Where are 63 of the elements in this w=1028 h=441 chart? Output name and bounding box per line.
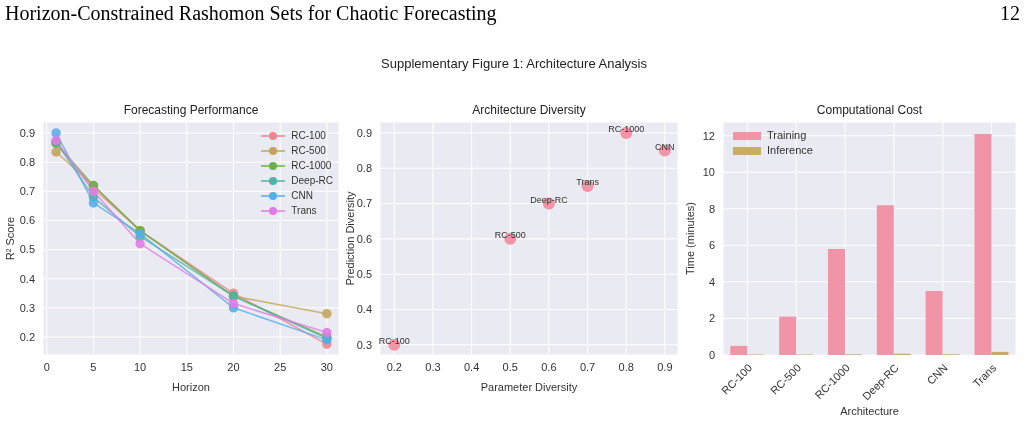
x-tick-label: 15 [180, 360, 193, 373]
data-label: RC-500 [494, 229, 526, 240]
data-label: Trans [576, 176, 600, 187]
text: Supplementary Figure 1: Architecture Analysis [380, 56, 648, 71]
x-tick-label: 0.2 [386, 360, 402, 373]
x-tick-label: 0.5 [502, 360, 518, 373]
y-tick-label: 0.7 [19, 185, 35, 198]
x-tick-label: 5 [90, 360, 97, 373]
y-tick-label: 2 [708, 312, 715, 325]
x-axis-title: Parameter Diversity [480, 381, 578, 393]
y-tick-label: 0.2 [19, 330, 35, 343]
chart-title: Forecasting Performance [122, 103, 260, 117]
y-tick-label: 10 [702, 166, 715, 179]
y-tick-label: 0.3 [19, 301, 35, 314]
legend-label: Training [767, 128, 807, 143]
y-tick-label: 0.8 [19, 156, 35, 169]
x-tick-label: 0 [43, 360, 50, 373]
legend-label: RC-100 [291, 129, 326, 143]
y-tick-label: 0.8 [356, 162, 372, 175]
y-tick-label: 0.6 [19, 214, 35, 227]
legend-label: RC-1000 [291, 159, 332, 173]
y-tick-label: 0.4 [19, 272, 35, 285]
x-axis-title: Architecture [840, 405, 899, 417]
x-tick-label: 0.6 [541, 360, 557, 373]
y-axis-title: R² Score [3, 216, 16, 261]
data-label: CNN [655, 141, 675, 152]
data-label: RC-100 [378, 335, 410, 346]
y-tick-label: 0 [708, 348, 715, 361]
legend-label: CNN [291, 189, 313, 203]
y-tick-label: 0.6 [356, 232, 372, 245]
x-axis-title: Horizon [172, 381, 210, 393]
y-tick-label: 6 [708, 239, 715, 252]
x-tick-label: 20 [227, 360, 240, 373]
legend-label: Inference [767, 143, 813, 158]
x-tick-label: 0.7 [579, 360, 596, 373]
y-tick-label: 0.7 [356, 197, 372, 210]
chart-title: Architecture Diversity [471, 103, 587, 117]
data-label: Deep-RC [530, 194, 569, 205]
y-axis-title: Time (minutes) [683, 202, 696, 275]
y-axis-title: Prediction Diversity [343, 190, 356, 286]
x-tick-label: 30 [320, 360, 333, 373]
y-tick-label: 0.9 [356, 126, 372, 139]
y-tick-label: 0.4 [356, 303, 372, 316]
y-tick-label: 0.5 [19, 243, 35, 256]
y-tick-label: 4 [708, 275, 715, 288]
legend-label: Trans [291, 204, 317, 218]
legend-label: Deep-RC [291, 174, 333, 188]
legend-label: RC-500 [291, 144, 326, 158]
chart-title: Computational Cost [815, 103, 924, 117]
data-label: RC-1000 [608, 123, 645, 134]
x-tick-label: 0.4 [463, 360, 480, 373]
text: 12 [1000, 2, 1020, 25]
y-tick-label: 12 [702, 129, 715, 142]
x-tick-label: 0.3 [425, 360, 441, 373]
x-tick-label: 0.8 [618, 360, 634, 373]
x-tick-label: 0.9 [657, 360, 673, 373]
x-tick-label: 25 [274, 360, 287, 373]
y-tick-label: 0.3 [356, 338, 372, 351]
y-tick-label: 0.9 [19, 126, 35, 139]
text: Horizon-Constrained Rashomon Sets for Chaotic Forecasting [5, 2, 497, 25]
x-tick-label: 10 [133, 360, 147, 373]
y-tick-label: 8 [708, 202, 715, 215]
y-tick-label: 0.5 [356, 268, 372, 281]
